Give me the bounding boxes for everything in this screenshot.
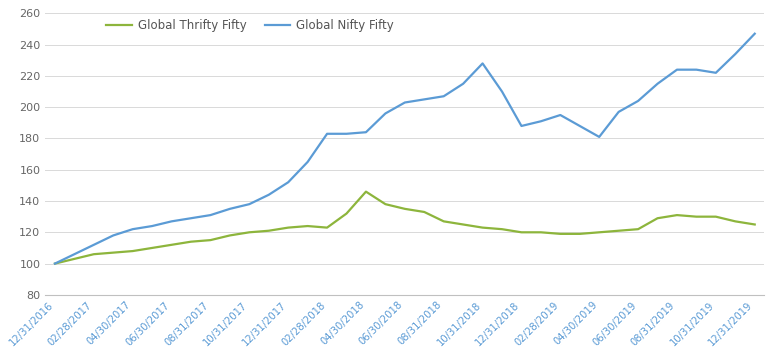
Global Thrifty Fifty — [556, 232, 565, 236]
Global Thrifty Fifty — [264, 229, 273, 233]
Global Thrifty Fifty — [400, 207, 410, 211]
Global Nifty Fifty — [89, 243, 99, 247]
Global Thrifty Fifty — [497, 227, 507, 231]
Legend: Global Thrifty Fifty, Global Nifty Fifty: Global Thrifty Fifty, Global Nifty Fifty — [102, 14, 399, 37]
Global Nifty Fifty — [458, 82, 467, 86]
Global Thrifty Fifty — [653, 216, 662, 220]
Global Nifty Fifty — [556, 113, 565, 117]
Global Nifty Fifty — [109, 233, 118, 238]
Global Thrifty Fifty — [614, 229, 623, 233]
Global Nifty Fifty — [226, 207, 235, 211]
Global Nifty Fifty — [167, 219, 176, 223]
Global Nifty Fifty — [206, 213, 215, 217]
Line: Global Nifty Fifty: Global Nifty Fifty — [55, 34, 755, 264]
Global Thrifty Fifty — [109, 251, 118, 255]
Global Nifty Fifty — [420, 97, 429, 102]
Global Thrifty Fifty — [342, 211, 351, 216]
Global Thrifty Fifty — [361, 190, 370, 194]
Global Nifty Fifty — [70, 252, 79, 256]
Global Thrifty Fifty — [420, 210, 429, 214]
Global Nifty Fifty — [439, 94, 448, 98]
Global Thrifty Fifty — [245, 230, 254, 234]
Global Thrifty Fifty — [128, 249, 137, 253]
Global Nifty Fifty — [50, 262, 59, 266]
Global Thrifty Fifty — [594, 230, 604, 234]
Global Thrifty Fifty — [186, 240, 196, 244]
Global Nifty Fifty — [342, 132, 351, 136]
Global Nifty Fifty — [614, 110, 623, 114]
Global Nifty Fifty — [323, 132, 332, 136]
Global Nifty Fifty — [283, 180, 293, 184]
Global Thrifty Fifty — [731, 219, 740, 223]
Global Thrifty Fifty — [381, 202, 390, 206]
Global Thrifty Fifty — [672, 213, 681, 217]
Global Nifty Fifty — [634, 99, 643, 103]
Global Nifty Fifty — [517, 124, 526, 128]
Global Thrifty Fifty — [148, 246, 157, 250]
Global Thrifty Fifty — [691, 215, 701, 219]
Global Nifty Fifty — [148, 224, 157, 228]
Global Thrifty Fifty — [167, 243, 176, 247]
Global Nifty Fifty — [400, 100, 410, 104]
Global Thrifty Fifty — [226, 233, 235, 238]
Global Thrifty Fifty — [750, 222, 759, 227]
Global Thrifty Fifty — [536, 230, 545, 234]
Global Nifty Fifty — [594, 135, 604, 139]
Global Nifty Fifty — [245, 202, 254, 206]
Global Thrifty Fifty — [89, 252, 99, 256]
Line: Global Thrifty Fifty: Global Thrifty Fifty — [55, 192, 755, 264]
Global Nifty Fifty — [381, 111, 390, 115]
Global Nifty Fifty — [361, 130, 370, 134]
Global Nifty Fifty — [497, 89, 507, 94]
Global Thrifty Fifty — [303, 224, 313, 228]
Global Nifty Fifty — [536, 119, 545, 124]
Global Thrifty Fifty — [458, 222, 467, 227]
Global Nifty Fifty — [750, 31, 759, 36]
Global Thrifty Fifty — [711, 215, 721, 219]
Global Thrifty Fifty — [517, 230, 526, 234]
Global Nifty Fifty — [731, 52, 740, 56]
Global Thrifty Fifty — [634, 227, 643, 231]
Global Thrifty Fifty — [478, 226, 487, 230]
Global Nifty Fifty — [128, 227, 137, 231]
Global Nifty Fifty — [575, 124, 584, 128]
Global Nifty Fifty — [672, 67, 681, 72]
Global Thrifty Fifty — [50, 262, 59, 266]
Global Nifty Fifty — [653, 82, 662, 86]
Global Thrifty Fifty — [575, 232, 584, 236]
Global Thrifty Fifty — [70, 257, 79, 261]
Global Thrifty Fifty — [206, 238, 215, 242]
Global Nifty Fifty — [303, 160, 313, 164]
Global Thrifty Fifty — [439, 219, 448, 223]
Global Thrifty Fifty — [323, 226, 332, 230]
Global Thrifty Fifty — [283, 226, 293, 230]
Global Nifty Fifty — [264, 193, 273, 197]
Global Nifty Fifty — [478, 61, 487, 66]
Global Nifty Fifty — [711, 71, 721, 75]
Global Nifty Fifty — [691, 67, 701, 72]
Global Nifty Fifty — [186, 216, 196, 220]
